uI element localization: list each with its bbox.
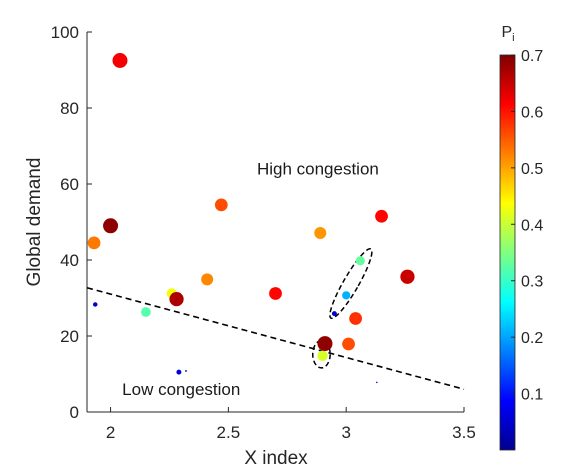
data-point-4 (92, 302, 98, 307)
x-tick-label-2: 2.5 (217, 423, 241, 442)
y-tick-label-4: 60 (60, 175, 79, 194)
data-point-12 (269, 287, 282, 300)
separator-dashed-line (86, 286, 465, 390)
colorbar-tick-label-3: 0.3 (521, 274, 543, 291)
y-tick-label-3: 40 (60, 251, 79, 270)
data-point-8 (176, 369, 182, 375)
data-point-9 (185, 370, 187, 372)
colorbar-tick-label-5: 0.5 (521, 161, 543, 178)
y-tick-label-2: 20 (60, 327, 79, 346)
colorbar-ticks-group: 0.1 0.2 0.3 0.4 0.5 0.6 0.7 (511, 48, 543, 404)
data-point-17 (342, 291, 351, 300)
x-tick-label-4: 3.5 (452, 423, 476, 442)
data-point-21 (376, 381, 378, 384)
colorbar: 0.1 0.2 0.3 0.4 0.5 0.6 0.7 Pi (499, 24, 543, 451)
colorbar-tick-label-2: 0.2 (521, 330, 543, 347)
data-point-10 (201, 273, 214, 286)
annotation-1: High congestion (257, 160, 379, 179)
highlight-ellipse-1 (329, 248, 373, 320)
ellipse-group (311, 248, 373, 369)
y-tick-label-5: 80 (60, 99, 79, 118)
data-point-7 (169, 292, 184, 307)
data-point-13 (314, 227, 327, 240)
data-point-5 (141, 307, 151, 317)
plot-area: 2 2.5 3 3.5 0 20 40 60 80 100 High congestion Low… (51, 23, 476, 442)
colorbar-label-sub: i (512, 32, 514, 44)
y-ticks-group: 0 20 40 60 80 100 (51, 23, 92, 422)
data-point-19 (349, 312, 362, 325)
colorbar-tick-label-1: 0.1 (521, 387, 543, 404)
data-point-22 (375, 209, 388, 223)
x-axis-label: X index (244, 448, 308, 469)
y-tick-label-1: 0 (70, 403, 79, 422)
colorbar-tick-label-6: 0.6 (521, 104, 543, 121)
data-point-16 (331, 311, 337, 317)
y-tick-label-6: 100 (51, 23, 79, 42)
data-point-2 (103, 218, 119, 234)
points-group (87, 53, 415, 384)
data-point-20 (355, 256, 365, 266)
highlight-ellipse-2 (311, 339, 331, 369)
colorbar-label: Pi (501, 24, 514, 44)
data-point-14 (317, 350, 328, 362)
colorbar-gradient (499, 54, 516, 451)
x-tick-label-3: 3 (341, 423, 350, 442)
data-point-18 (342, 337, 355, 351)
x-ticks-group: 2 2.5 3 3.5 (106, 407, 476, 442)
colorbar-tick-label-7: 0.7 (521, 48, 543, 65)
y-axis-label: Global demand (24, 158, 45, 287)
annotations-group: High congestion Low congestion (122, 160, 379, 399)
colorbar-label-main: P (501, 24, 512, 41)
colorbar-tick-label-4: 0.4 (521, 217, 543, 234)
x-tick-label-1: 2 (106, 423, 115, 442)
data-point-15 (317, 336, 333, 352)
data-point-23 (400, 269, 415, 284)
annotation-2: Low congestion (122, 380, 240, 399)
data-point-3 (87, 236, 101, 250)
data-point-11 (214, 198, 228, 212)
data-point-1 (112, 53, 128, 68)
